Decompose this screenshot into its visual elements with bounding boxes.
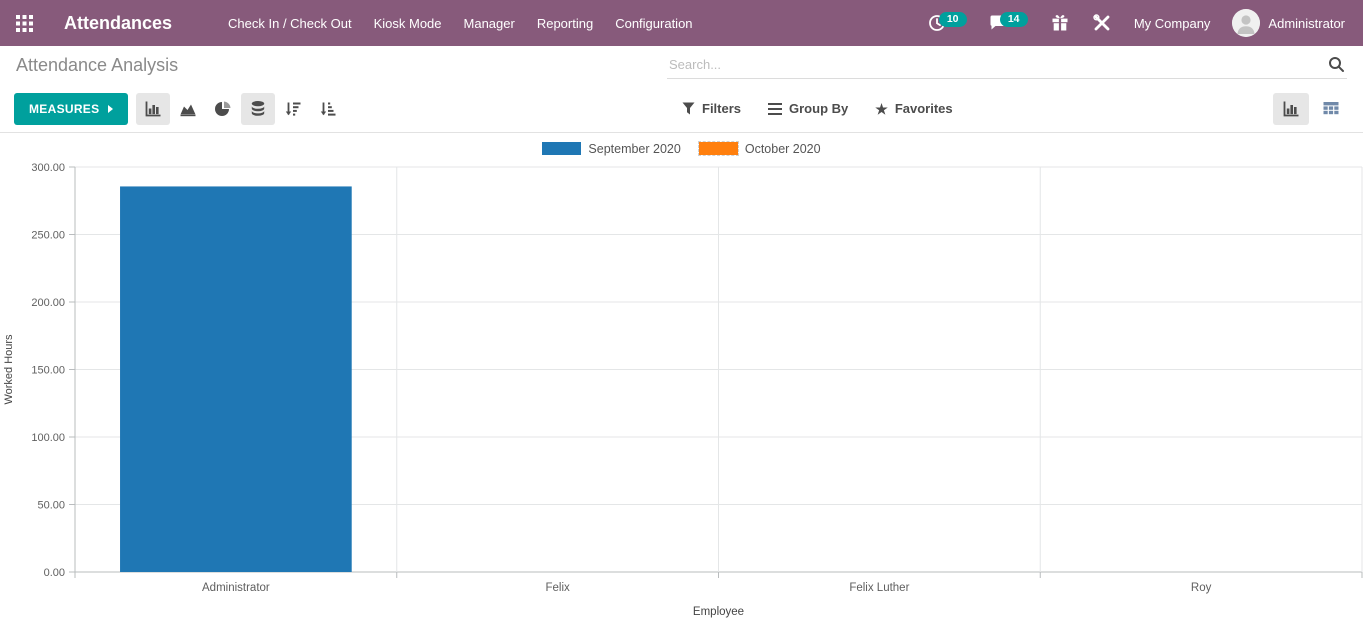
- tools-icon: [1093, 14, 1110, 31]
- favorites-button[interactable]: ★ Favorites: [875, 101, 952, 116]
- y-tick-label: 300.00: [31, 162, 65, 174]
- x-axis-title: Employee: [693, 606, 744, 618]
- menu-manager[interactable]: Manager: [463, 15, 515, 31]
- main-menu: Check In / Check Out Kiosk Mode Manager …: [218, 10, 703, 37]
- breadcrumb: Attendance Analysis: [16, 55, 179, 75]
- stacked-button[interactable]: [241, 92, 276, 125]
- measures-label: MEASURES: [29, 101, 100, 116]
- sort-descending-button[interactable]: [276, 93, 310, 125]
- legend-label: September 2020: [588, 141, 681, 156]
- database-stack-icon: [252, 100, 265, 116]
- favorites-star-icon: ★: [875, 100, 888, 117]
- tools-button[interactable]: [1082, 6, 1122, 40]
- pivot-view-button[interactable]: [1313, 93, 1349, 125]
- bar-administrator[interactable]: [120, 186, 352, 572]
- filter-funnel-icon: [682, 102, 695, 115]
- apps-menu-button[interactable]: [0, 0, 48, 46]
- control-panel: MEASURES: [0, 85, 1363, 133]
- messages-button[interactable]: 14: [978, 6, 1038, 40]
- user-silhouette-icon: [1232, 9, 1261, 37]
- y-tick-label: 150.00: [31, 365, 65, 377]
- pie-chart-button[interactable]: [206, 93, 240, 125]
- activity-count-badge: 10: [938, 12, 967, 27]
- x-tick-label: Felix: [545, 582, 570, 594]
- app-title[interactable]: Attendances: [64, 12, 173, 33]
- bar-chart-icon: [146, 101, 161, 116]
- chart-region: September 2020 October 2020 0.00 50.00 100…: [0, 133, 1363, 625]
- legend-swatch: [542, 142, 582, 155]
- announcements-button[interactable]: [1040, 6, 1080, 40]
- search-bar: [667, 53, 1347, 79]
- sort-descending-icon: [286, 102, 301, 116]
- menu-configuration[interactable]: Configuration: [615, 15, 693, 31]
- search-facets: Filters Group By ★ Favorites: [682, 101, 953, 116]
- graph-view-icon: [1283, 101, 1299, 116]
- top-navbar: Attendances Check In / Check Out Kiosk M…: [0, 0, 1363, 46]
- line-chart-button[interactable]: [171, 93, 205, 125]
- activities-button[interactable]: 10: [917, 6, 976, 40]
- bar-chart-button[interactable]: [136, 92, 171, 125]
- gift-icon: [1052, 15, 1068, 31]
- company-switcher[interactable]: My Company: [1133, 15, 1211, 31]
- legend-swatch: [697, 141, 739, 156]
- search-icon[interactable]: [1328, 56, 1345, 73]
- menu-check-in-check-out[interactable]: Check In / Check Out: [228, 15, 352, 31]
- y-tick-label: 250.00: [31, 230, 65, 242]
- measures-button[interactable]: MEASURES: [14, 92, 129, 125]
- search-input[interactable]: [669, 56, 1328, 72]
- menu-reporting[interactable]: Reporting: [536, 15, 594, 31]
- x-tick-label: Felix Luther: [849, 582, 909, 594]
- sort-ascending-icon: [321, 102, 336, 116]
- favorites-label: Favorites: [894, 101, 953, 116]
- group-by-icon: [768, 102, 783, 115]
- breadcrumb-row: Attendance Analysis: [0, 46, 1363, 85]
- apps-grid-icon: [15, 14, 33, 32]
- graph-view-button[interactable]: [1273, 92, 1309, 125]
- view-switcher: [1273, 92, 1349, 125]
- navbar-systray: 10 14: [917, 6, 1363, 40]
- group-by-label: Group By: [789, 101, 849, 116]
- y-tick-label: 200.00: [31, 297, 65, 309]
- chart-type-buttons: [136, 92, 345, 125]
- chart-canvas[interactable]: 0.00 50.00 100.00 150.00 200.00 250.00 300.00 A…: [0, 157, 1363, 624]
- message-count-badge: 14: [999, 12, 1028, 27]
- group-by-button[interactable]: Group By: [768, 101, 848, 116]
- y-tick-label: 50.00: [37, 500, 65, 512]
- pivot-table-icon: [1323, 101, 1339, 114]
- y-tick-label: 0.00: [44, 567, 65, 579]
- user-menu[interactable]: Administrator: [1222, 9, 1349, 37]
- y-tick-label: 100.00: [31, 432, 65, 444]
- area-chart-icon: [180, 104, 196, 116]
- avatar: [1232, 9, 1261, 37]
- menu-kiosk-mode[interactable]: Kiosk Mode: [373, 15, 442, 31]
- x-tick-label: Roy: [1191, 582, 1212, 594]
- filters-label: Filters: [702, 101, 742, 116]
- filters-button[interactable]: Filters: [682, 101, 741, 116]
- caret-right-icon: [108, 104, 114, 113]
- legend-item-september-2020[interactable]: September 2020: [542, 141, 681, 156]
- x-tick-label: Administrator: [202, 582, 270, 594]
- legend-item-october-2020[interactable]: October 2020: [697, 141, 821, 156]
- sort-ascending-button[interactable]: [311, 93, 345, 125]
- user-name: Administrator: [1268, 15, 1345, 31]
- legend-label: October 2020: [744, 141, 821, 156]
- chart-legend: September 2020 October 2020: [0, 133, 1363, 157]
- pie-chart-icon: [215, 101, 231, 116]
- y-axis-title: Worked Hours: [3, 334, 15, 405]
